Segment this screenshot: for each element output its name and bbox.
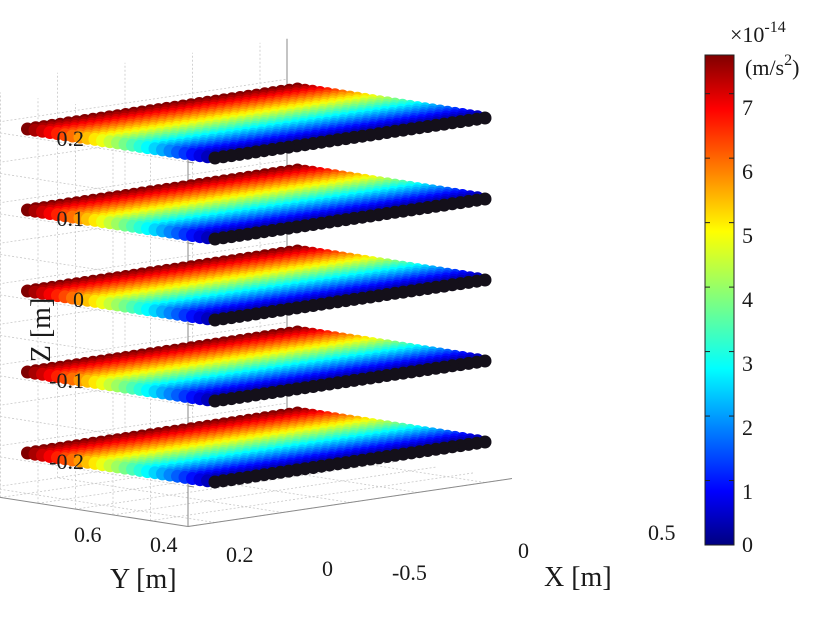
scatter-point xyxy=(208,475,222,489)
grid-line xyxy=(0,240,288,285)
scatter-point xyxy=(208,313,222,327)
z-tick-label: -0.1 xyxy=(49,368,84,393)
y-tick-label: 0.6 xyxy=(74,522,102,547)
z-tick-mark xyxy=(187,323,195,326)
grid-line xyxy=(0,294,189,325)
z-tick-mark xyxy=(187,161,195,164)
x-tick-labels: -0.5 0 0.5 xyxy=(392,520,676,585)
scatter-layer xyxy=(21,163,492,246)
colorbar-tick-label: 6 xyxy=(742,159,753,184)
grid-line xyxy=(0,159,288,204)
x-tick-label: 0.5 xyxy=(648,520,676,545)
axis-line xyxy=(187,478,513,527)
z-tick-mark xyxy=(187,242,195,245)
grid-line xyxy=(0,78,288,123)
colorbar-unit-label: (m/s2) xyxy=(745,52,799,80)
colorbar-tick-label: 5 xyxy=(742,223,753,248)
scatter-layer xyxy=(21,406,492,489)
grid-line xyxy=(0,402,288,447)
z-axis-label: Z [m] xyxy=(26,298,57,363)
z-tick-label: 0.2 xyxy=(57,126,85,151)
grid-line xyxy=(0,213,189,244)
z-tick-label: 0.1 xyxy=(57,206,85,231)
y-axis-label: Y [m] xyxy=(110,564,177,595)
colorbar-tick-label: 4 xyxy=(742,287,753,312)
grid-line xyxy=(75,460,400,510)
scatter-points-layer xyxy=(21,82,492,489)
axis-line xyxy=(0,496,189,527)
x-axis-label: X [m] xyxy=(544,562,612,593)
z-tick-mark xyxy=(187,404,195,407)
z-tick-label: 0 xyxy=(73,287,84,312)
colorbar-scale-label: ×10-14 xyxy=(730,19,786,47)
grid-line xyxy=(0,321,288,366)
grid-line xyxy=(57,477,283,513)
colorbar: 7 6 5 4 3 2 1 0 ×10-14 (m/s2) xyxy=(704,19,799,557)
z-tick-label: -0.2 xyxy=(49,449,84,474)
z-tick-mark xyxy=(187,485,195,488)
grid-line xyxy=(150,472,475,522)
x-tick-label: -0.5 xyxy=(392,560,427,585)
grid-line xyxy=(0,488,216,523)
colorbar-tick-labels: 7 6 5 4 3 2 1 0 xyxy=(742,95,753,557)
x-tick-label: 0 xyxy=(518,538,529,563)
colorbar-unit-close: ) xyxy=(792,55,799,80)
scatter-layer xyxy=(21,82,492,165)
colorbar-unit-text: (m/s xyxy=(745,55,784,80)
y-tick-label: 0 xyxy=(322,556,333,581)
scatter-point xyxy=(208,151,222,165)
colorbar-tick-label: 7 xyxy=(742,95,753,120)
colorbar-tick-label: 1 xyxy=(742,479,753,504)
colorbar-tick-label: 3 xyxy=(742,351,753,376)
colorbar-scale-prefix: ×10 xyxy=(730,22,764,47)
grid-line xyxy=(112,466,438,516)
scatter-point xyxy=(208,394,222,408)
scatter-point xyxy=(208,232,222,246)
scatter-layer xyxy=(21,244,492,327)
y-tick-label: 0.2 xyxy=(226,542,254,567)
colorbar-scale-exp: -14 xyxy=(764,19,785,36)
colorbar-tick-label: 0 xyxy=(742,532,753,557)
colorbar-unit-exp: 2 xyxy=(784,52,792,69)
scatter-layer xyxy=(21,325,492,408)
colorbar-tick-label: 2 xyxy=(742,415,753,440)
y-tick-label: 0.4 xyxy=(150,532,178,557)
colorbar-gradient xyxy=(704,54,735,546)
